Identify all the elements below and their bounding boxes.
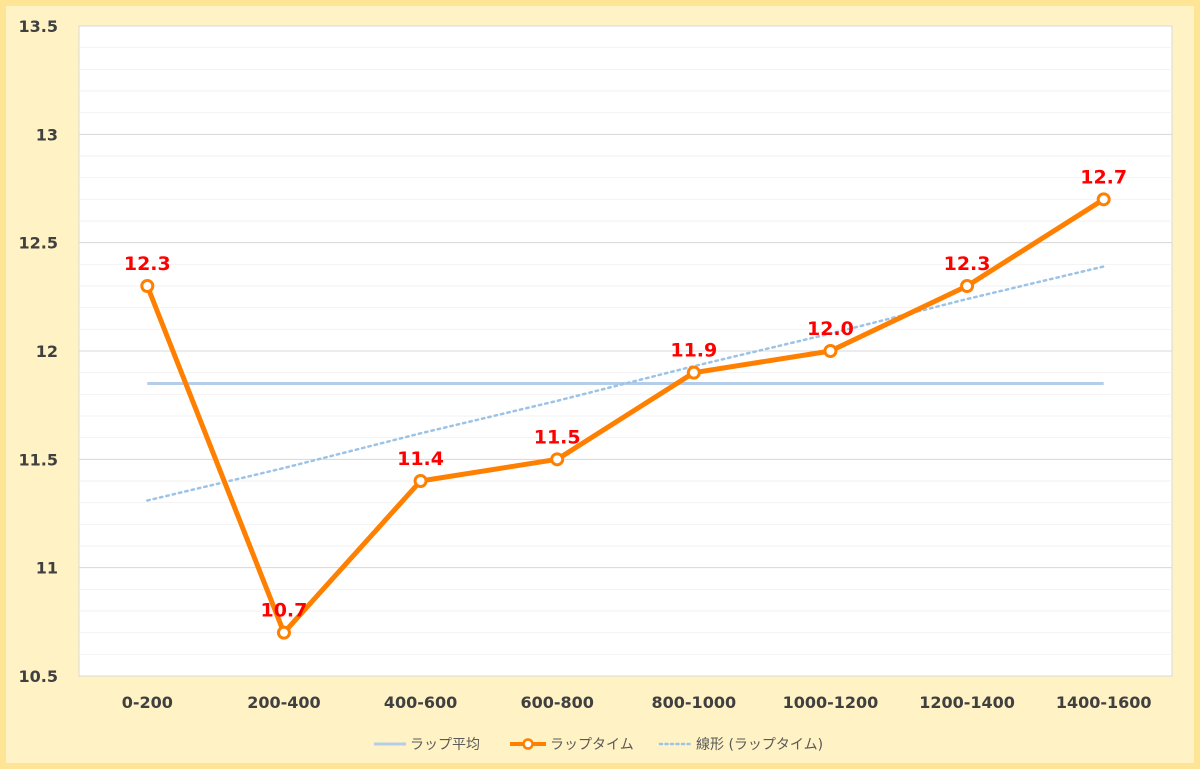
x-tick-label: 800-1000 bbox=[652, 693, 737, 712]
y-tick-label: 11.5 bbox=[19, 450, 58, 469]
legend-label-lap-time: ラップタイム bbox=[550, 737, 634, 753]
y-axis-tick-labels: 10.5 11 11.5 12 12.5 13 13.5 bbox=[19, 17, 58, 686]
data-label: 12.3 bbox=[944, 253, 991, 275]
x-tick-label: 400-600 bbox=[384, 693, 457, 712]
legend: ラップ平均 ラップタイム 線形 (ラップタイム) bbox=[374, 737, 823, 753]
lap-time-point bbox=[140, 279, 155, 293]
data-label: 11.5 bbox=[534, 426, 581, 448]
legend-label-average: ラップ平均 bbox=[410, 737, 480, 753]
x-tick-label: 600-800 bbox=[520, 693, 593, 712]
x-tick-label: 0-200 bbox=[122, 693, 173, 712]
lap-time-point bbox=[276, 625, 291, 640]
lap-time-point bbox=[413, 474, 428, 488]
lap-time-point bbox=[960, 279, 975, 293]
y-tick-label: 12.5 bbox=[19, 234, 58, 253]
x-axis-tick-labels: 0-200 200-400 400-600 600-800 800-1000 1000-1… bbox=[122, 693, 1152, 712]
y-tick-label: 13 bbox=[36, 125, 58, 144]
x-tick-label: 200-400 bbox=[247, 693, 320, 712]
data-labels: 12.3 10.7 11.4 11.5 11.9 12.0 12.3 12.7 bbox=[124, 166, 1127, 621]
x-tick-label: 1400-1600 bbox=[1056, 693, 1152, 712]
lap-time-point bbox=[550, 452, 565, 467]
lap-time-point bbox=[686, 365, 701, 380]
major-gridlines bbox=[79, 25, 1172, 677]
legend-marker-lap-time bbox=[522, 738, 534, 750]
y-tick-label: 11 bbox=[36, 559, 58, 578]
y-tick-label: 12 bbox=[36, 342, 58, 361]
lap-time-point bbox=[823, 344, 838, 358]
legend-label-trend: 線形 (ラップタイム) bbox=[696, 737, 823, 753]
x-tick-label: 1200-1400 bbox=[919, 693, 1015, 712]
y-tick-label: 13.5 bbox=[19, 17, 58, 36]
trend-line bbox=[146, 265, 1105, 502]
lap-time-point bbox=[1096, 192, 1111, 207]
y-tick-label: 10.5 bbox=[19, 667, 58, 686]
data-label: 12.7 bbox=[1080, 166, 1127, 188]
x-tick-label: 1000-1200 bbox=[783, 693, 879, 712]
data-label: 12.3 bbox=[124, 253, 171, 275]
data-label: 11.4 bbox=[397, 448, 444, 470]
data-label: 11.9 bbox=[670, 340, 717, 362]
series-layer bbox=[140, 192, 1111, 640]
data-label: 12.0 bbox=[807, 318, 854, 340]
lap-time-line bbox=[144, 197, 1106, 636]
data-label: 10.7 bbox=[260, 600, 307, 622]
